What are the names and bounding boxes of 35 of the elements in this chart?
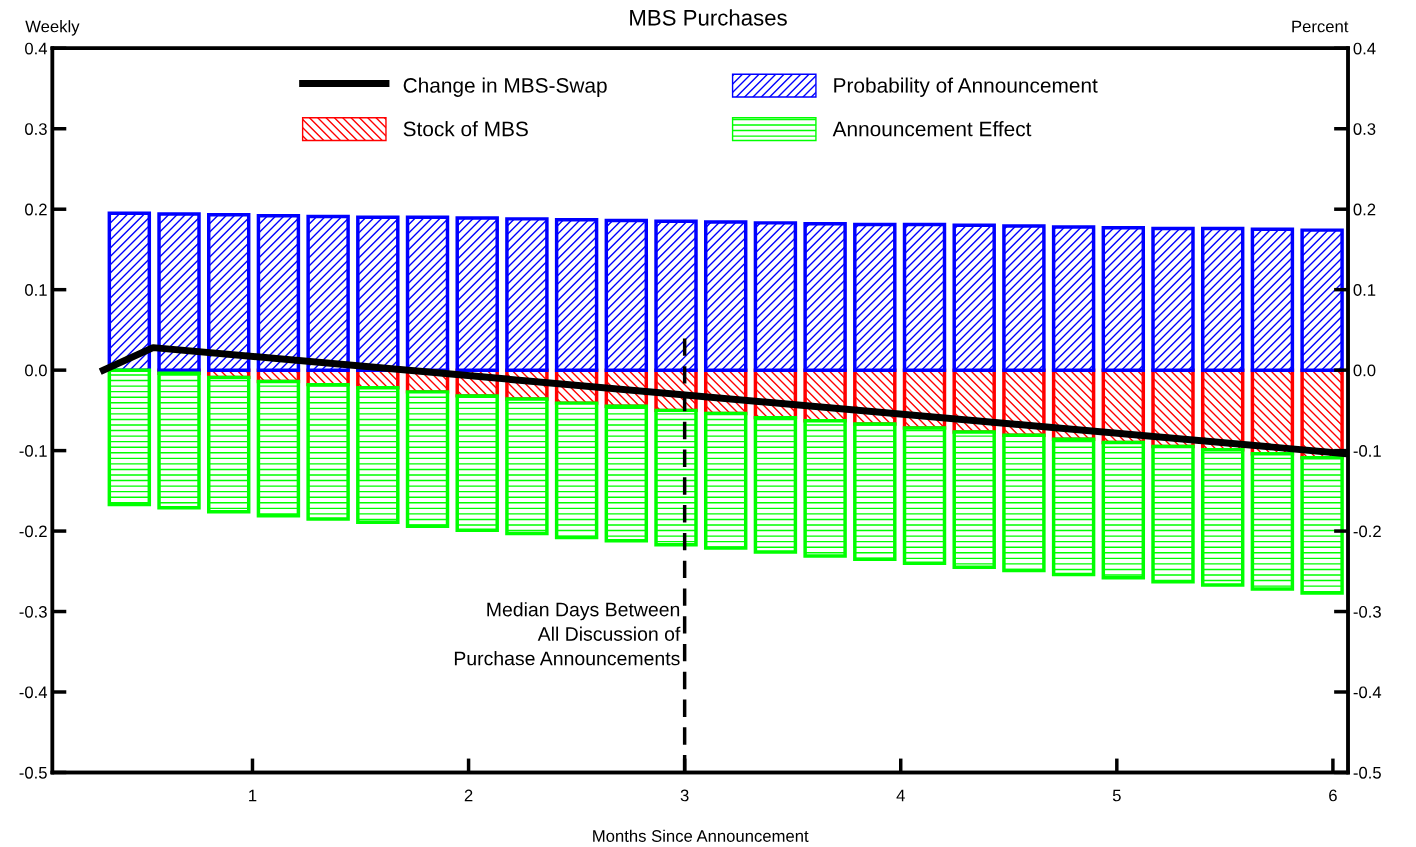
y-tick-label: 0.0 — [25, 364, 47, 377]
y-tick-label: -0.4 — [19, 686, 48, 699]
chart-title: MBS Purchases — [630, 9, 787, 26]
x-tick-label: 2 — [464, 789, 473, 802]
y2-tick-label: 0.0 — [1353, 364, 1376, 377]
y2-tick-label: 0.3 — [1353, 123, 1376, 135]
y2-tick-label: 0.1 — [1353, 284, 1376, 296]
y2-tick-label: -0.2 — [1353, 525, 1381, 538]
x-tick-label: 3 — [680, 789, 689, 802]
y-tick-label: -0.2 — [19, 525, 47, 538]
y2-tick-label: 0.2 — [1353, 203, 1376, 216]
y2-tick-label: -0.3 — [1353, 605, 1381, 618]
y2-axis-title: Percent — [1292, 20, 1349, 33]
x-tick-label: 5 — [1112, 789, 1121, 802]
legend-label: Announcement Effect — [832, 121, 1032, 137]
y-tick-label: -0.3 — [19, 605, 47, 618]
x-tick-label: 1 — [249, 789, 257, 802]
legend-label: Change in MBS-Swap — [403, 77, 607, 97]
y-tick-label: 0.1 — [25, 284, 47, 296]
y-tick-label: -0.1 — [19, 445, 47, 457]
x-tick-label: 6 — [1329, 789, 1337, 802]
annotation: Median Days Between All Discussion of Purchase Announcements — [454, 602, 681, 666]
y-tick-label: 0.2 — [25, 203, 47, 216]
y2-tick-label: -0.4 — [1353, 686, 1382, 699]
y-axis-title: Weekly — [25, 20, 80, 36]
y2-tick-label: -0.5 — [1353, 766, 1381, 779]
y-tick-label: 0.4 — [25, 42, 48, 55]
x-axis-title: Months Since Announcement — [593, 829, 809, 842]
legend-label: Stock of MBS — [403, 121, 528, 137]
y2-tick-label: 0.4 — [1353, 42, 1376, 55]
y2-tick-label: -0.1 — [1353, 445, 1381, 457]
y-tick-label: -0.5 — [19, 766, 47, 779]
legend-label: Probability of Announcement — [834, 77, 1098, 97]
x-tick-label: 4 — [896, 789, 905, 802]
y-tick-label: 0.3 — [25, 123, 47, 135]
